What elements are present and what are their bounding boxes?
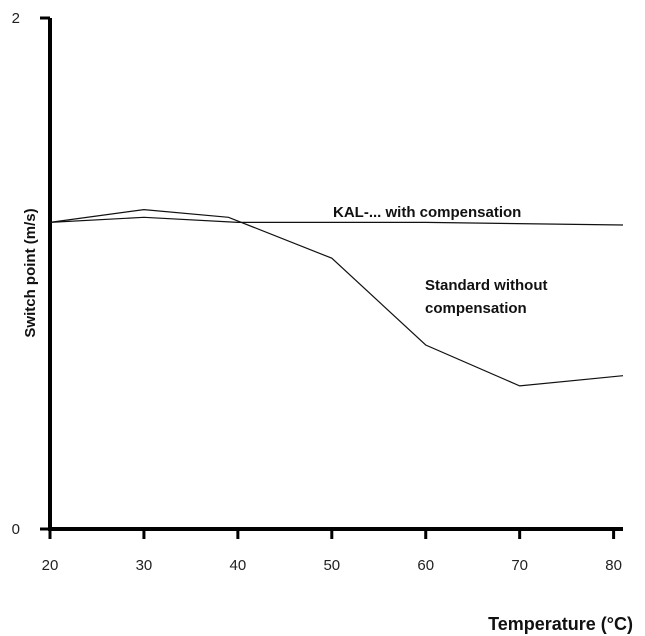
y-axis-title: Switch point (m/s) [22,208,39,337]
x-tick-label-70: 70 [511,557,528,574]
x-tick-label-80: 80 [605,557,622,574]
x-tick-label-60: 60 [417,557,434,574]
x-tick-label-50: 50 [323,557,340,574]
x-tick-label-40: 40 [230,557,247,574]
y-tick-label-0: 0 [12,521,20,538]
plot-area: 20 30 40 50 60 70 80 0 2 Temperature (°C) Switch p… [12,10,633,634]
series-label-2: Standard without compensation [425,277,548,317]
x-tick-label-20: 20 [42,557,59,574]
y-tick-label-2: 2 [12,10,20,27]
series-line-2 [49,208,624,387]
x-tick-label-30: 30 [136,557,153,574]
series-line-1 [49,216,624,226]
series-label-1: KAL-... with compensation [333,204,521,221]
x-axis-title: Temperature (°C) [488,614,633,634]
